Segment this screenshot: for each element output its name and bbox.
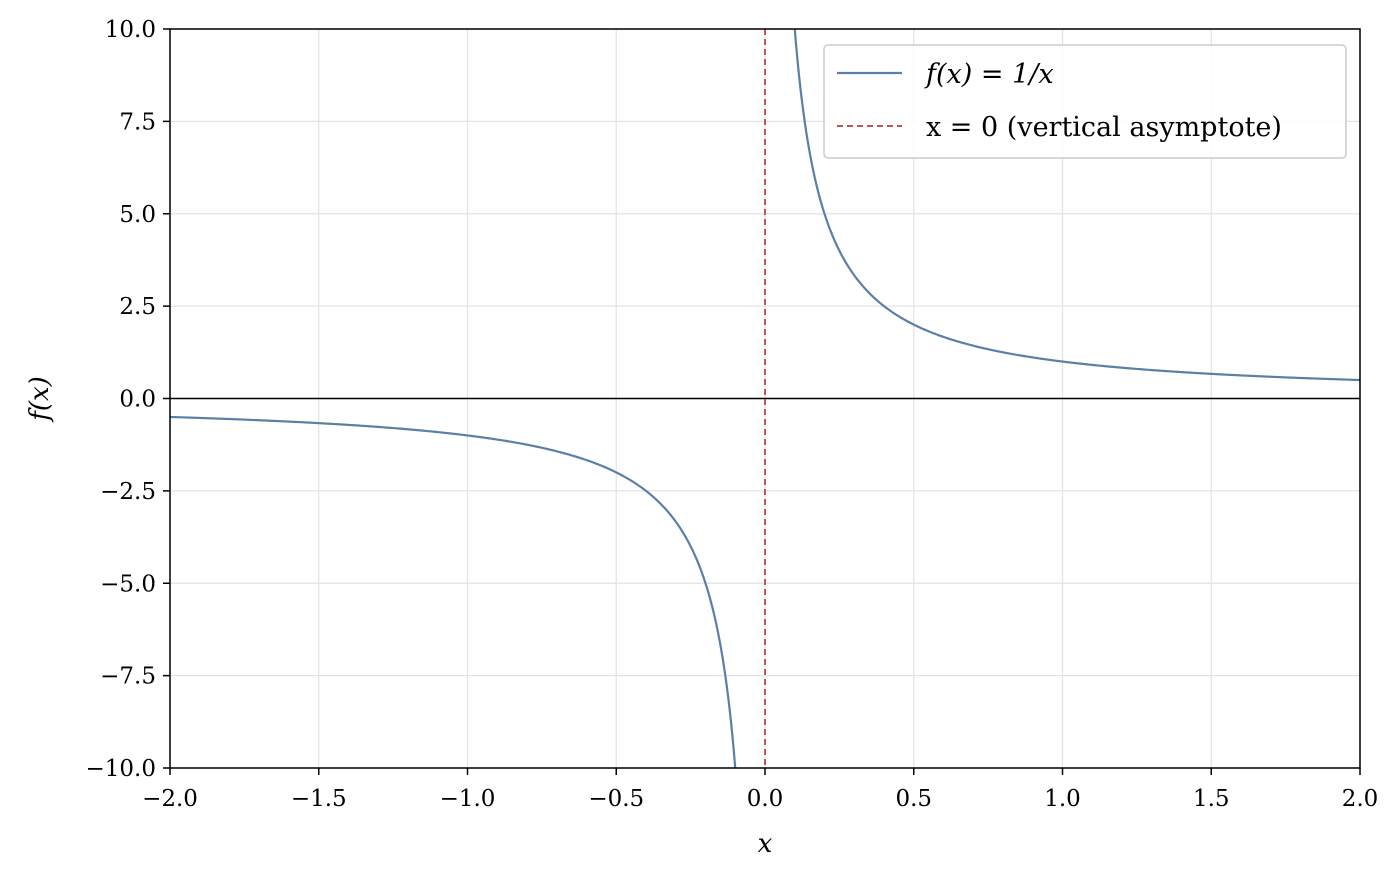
x-tick-label-6: 1.0 xyxy=(1044,786,1081,812)
x-tick-label-2: −1.0 xyxy=(440,786,496,812)
curve-branch-negative xyxy=(169,415,737,769)
legend: f(x) = 1/x x = 0 (vertical asymptote) xyxy=(823,44,1347,159)
x-tick-label-7: 1.5 xyxy=(1193,786,1230,812)
y-tick-label-6: 5.0 xyxy=(119,202,156,228)
curve-branch-positive xyxy=(793,28,1361,382)
y-axis-ticks: −10.0 −7.5 −5.0 −2.5 0.0 2.5 5.0 7.5 10.0 xyxy=(86,17,170,782)
y-tick-label-1: −7.5 xyxy=(100,664,156,690)
x-tick-label-3: −0.5 xyxy=(588,786,644,812)
x-tick-label-0: −2.0 xyxy=(142,786,198,812)
legend-box xyxy=(823,44,1347,159)
legend-entry-curve: f(x) = 1/x xyxy=(924,59,1054,90)
x-tick-label-5: 0.5 xyxy=(895,786,932,812)
y-axis-label: f(x) xyxy=(25,376,55,423)
y-tick-label-5: 2.5 xyxy=(119,294,156,320)
x-tick-label-4: 0.0 xyxy=(747,786,784,812)
legend-entry-asymptote: x = 0 (vertical asymptote) xyxy=(926,112,1282,143)
x-tick-label-1: −1.5 xyxy=(291,786,347,812)
y-tick-label-7: 7.5 xyxy=(119,109,156,135)
y-tick-label-2: −5.0 xyxy=(100,571,156,597)
x-tick-label-8: 2.0 xyxy=(1342,786,1379,812)
y-tick-label-8: 10.0 xyxy=(105,17,156,43)
y-tick-label-4: 0.0 xyxy=(119,387,156,413)
series-layer xyxy=(169,28,1361,769)
y-tick-label-3: −2.5 xyxy=(100,479,156,505)
y-tick-label-0: −10.0 xyxy=(86,756,156,782)
x-axis-ticks: −2.0 −1.5 −1.0 −0.5 0.0 0.5 1.0 1.5 2.0 xyxy=(142,768,1378,812)
x-axis-label: x xyxy=(758,829,773,859)
